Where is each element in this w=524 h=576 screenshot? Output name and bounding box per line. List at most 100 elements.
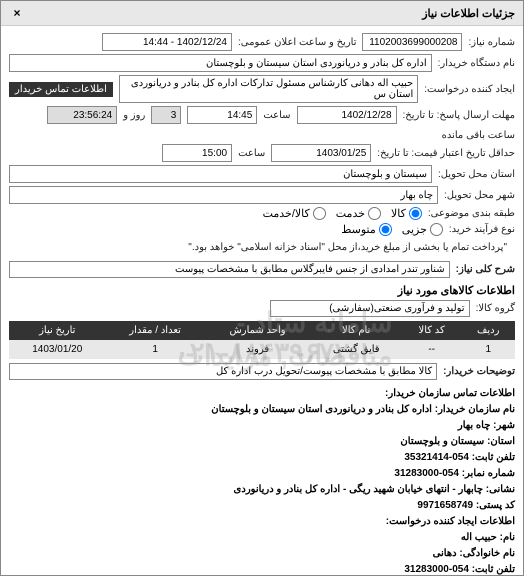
general-desc-value: شناور تندر امدادی از جنس فایبرگلاس مطابق…: [9, 261, 450, 278]
radio-goodservice-input[interactable]: [313, 207, 326, 220]
td-row: 1: [461, 340, 515, 359]
process-type-label: نوع فرآیند خرید:: [449, 224, 515, 235]
radio-service[interactable]: خدمت: [336, 207, 381, 220]
radio-good-label: کالا: [391, 207, 406, 220]
radio-medium[interactable]: متوسط: [341, 223, 392, 236]
general-desc-label: شرح کلی نیاز:: [456, 264, 515, 275]
td-name: قایق گشتی: [311, 340, 402, 359]
validity-label: حداقل تاریخ اعتبار قیمت: تا تاریخ:: [377, 148, 515, 159]
creator-name-row: نام: حبیب اله: [9, 530, 515, 546]
org-name-label: نام سازمان خریدار:: [435, 404, 515, 415]
radio-good-input[interactable]: [409, 207, 422, 220]
td-unit: فروند: [205, 340, 311, 359]
days-label: روز و: [123, 110, 145, 121]
org-name-value: اداره کل بنادر و دریانوردی استان سیستان …: [211, 404, 432, 415]
goods-section-header: اطلاعات کالاهای مورد نیاز: [9, 284, 515, 297]
creator-family-row: نام خانوادگی: دهانی: [9, 546, 515, 562]
org-city-row: شهر: چاه بهار: [9, 418, 515, 434]
th-unit: واحد شمارش: [205, 321, 311, 340]
creator-section-header: اطلاعات ایجاد کننده درخواست:: [9, 514, 515, 530]
contact-section-header: اطلاعات تماس سازمان خریدار:: [9, 386, 515, 402]
goods-table: ردیف کد کالا نام کالا واحد شمارش تعداد /…: [9, 321, 515, 359]
radio-service-label: خدمت: [336, 207, 365, 220]
phone-value: 054-35321414: [404, 452, 469, 463]
td-qty: 1: [106, 340, 205, 359]
radio-good[interactable]: کالا: [391, 207, 422, 220]
province-value: سیستان و بلوچستان: [9, 165, 432, 183]
radio-medium-label: متوسط: [341, 223, 376, 236]
address-value: چابهار - انتهای خیابان شهید ریگی - اداره…: [234, 484, 483, 495]
group-select[interactable]: تولید و فرآوری صنعتی(سفارشی): [270, 300, 470, 317]
creator-family-value: دهانی: [433, 548, 457, 559]
th-code: کد کالا: [402, 321, 462, 340]
postal-value: 9971658749: [417, 500, 473, 511]
buyer-notes-label: توضیحات خریدار:: [443, 366, 515, 377]
creator-phone-value: 054-31283000: [404, 564, 469, 575]
validity-date-value: 1403/01/25: [271, 144, 371, 162]
time-label-1: ساعت: [263, 110, 290, 121]
table-row: 1 -- قایق گشتی فروند 1 1403/01/20: [9, 340, 515, 359]
budget-radio-group: کالا خدمت کالا/خدمت: [263, 207, 422, 220]
requester-value: حبیب اله دهانی کارشناس مسئول تدارکات ادا…: [119, 75, 418, 103]
org-name-row: نام سازمان خریدار: اداره کل بنادر و دریا…: [9, 402, 515, 418]
table-header-row: ردیف کد کالا نام کالا واحد شمارش تعداد /…: [9, 321, 515, 340]
need-number-label: شماره نیاز:: [468, 37, 515, 48]
validity-time-value: 15:00: [162, 144, 232, 162]
remaining-label: ساعت باقی مانده: [442, 130, 515, 141]
buyer-name-value: اداره کل بنادر و دریانوردی استان سیستان …: [9, 54, 432, 72]
fax-value: 054-31283000: [394, 468, 459, 479]
submit-date-value: 1402/12/28: [297, 106, 397, 124]
creator-family-label: نام خانوادگی:: [459, 548, 515, 559]
buyer-notes-value: کالا مطابق با مشخصات پیوست/تحویل درب ادا…: [9, 363, 437, 380]
radio-medium-input[interactable]: [379, 223, 392, 236]
process-radio-group: جزیی متوسط: [341, 223, 443, 236]
org-province-value: سیستان و بلوچستان: [400, 436, 484, 447]
radio-partial-input[interactable]: [430, 223, 443, 236]
th-name: نام کالا: [311, 321, 402, 340]
city-value: چاه بهار: [9, 186, 438, 204]
address-label: نشانی:: [486, 484, 515, 495]
need-number-value: 1102003699000208: [362, 33, 462, 51]
requester-label: ایجاد کننده درخواست:: [424, 84, 515, 95]
budget-type-label: طبقه بندی موضوعی:: [428, 208, 515, 219]
public-date-label: تاریخ و ساعت اعلان عمومی:: [238, 37, 357, 48]
creator-name-value: حبیب اله: [461, 532, 497, 543]
postal-row: کد پستی: 9971658749: [9, 498, 515, 514]
org-province-row: استان: سیستان و بلوچستان: [9, 434, 515, 450]
th-qty: تعداد / مقدار: [106, 321, 205, 340]
close-icon[interactable]: ×: [9, 5, 25, 21]
public-date-value: 1402/12/24 - 14:44: [102, 33, 232, 51]
city-label: شهر محل تحویل:: [444, 190, 515, 201]
remaining-time: 23:56:24: [47, 106, 117, 124]
phone-row: تلفن ثابت: 054-35321414: [9, 450, 515, 466]
buyer-name-label: نام دستگاه خریدار:: [438, 58, 515, 69]
td-date: 1403/01/20: [9, 340, 106, 359]
org-city-label: شهر:: [493, 420, 515, 431]
fax-label: شماره نمابر:: [462, 468, 515, 479]
phone-label: تلفن ثابت:: [472, 452, 515, 463]
window-titlebar: جزئیات اطلاعات نیاز ×: [1, 1, 523, 26]
days-value: 3: [151, 106, 181, 124]
process-note: "پرداخت تمام یا بخشی از مبلغ خرید،از محل…: [188, 242, 507, 253]
submit-deadline-label: مهلت ارسال پاسخ: تا تاریخ:: [403, 110, 515, 121]
th-row: ردیف: [461, 321, 515, 340]
contact-button[interactable]: اطلاعات تماس خریدار: [9, 82, 113, 97]
radio-service-input[interactable]: [368, 207, 381, 220]
radio-partial-label: جزیی: [402, 223, 427, 236]
td-code: --: [402, 340, 462, 359]
creator-name-label: نام:: [500, 532, 515, 543]
org-city-value: چاه بهار: [458, 420, 491, 431]
postal-label: کد پستی:: [476, 500, 515, 511]
fax-row: شماره نمابر: 054-31283000: [9, 466, 515, 482]
radio-goodservice-label: کالا/خدمت: [263, 207, 310, 220]
radio-partial[interactable]: جزیی: [402, 223, 443, 236]
creator-phone-label: تلفن ثابت:: [472, 564, 515, 575]
province-label: استان محل تحویل:: [438, 169, 515, 180]
creator-phone-row: تلفن ثابت: 054-31283000: [9, 562, 515, 576]
org-province-label: استان:: [487, 436, 515, 447]
window-title: جزئیات اطلاعات نیاز: [422, 7, 515, 20]
radio-goodservice[interactable]: کالا/خدمت: [263, 207, 326, 220]
address-row: نشانی: چابهار - انتهای خیابان شهید ریگی …: [9, 482, 515, 498]
time-label-2: ساعت: [238, 148, 265, 159]
group-label: گروه کالا:: [476, 303, 515, 314]
